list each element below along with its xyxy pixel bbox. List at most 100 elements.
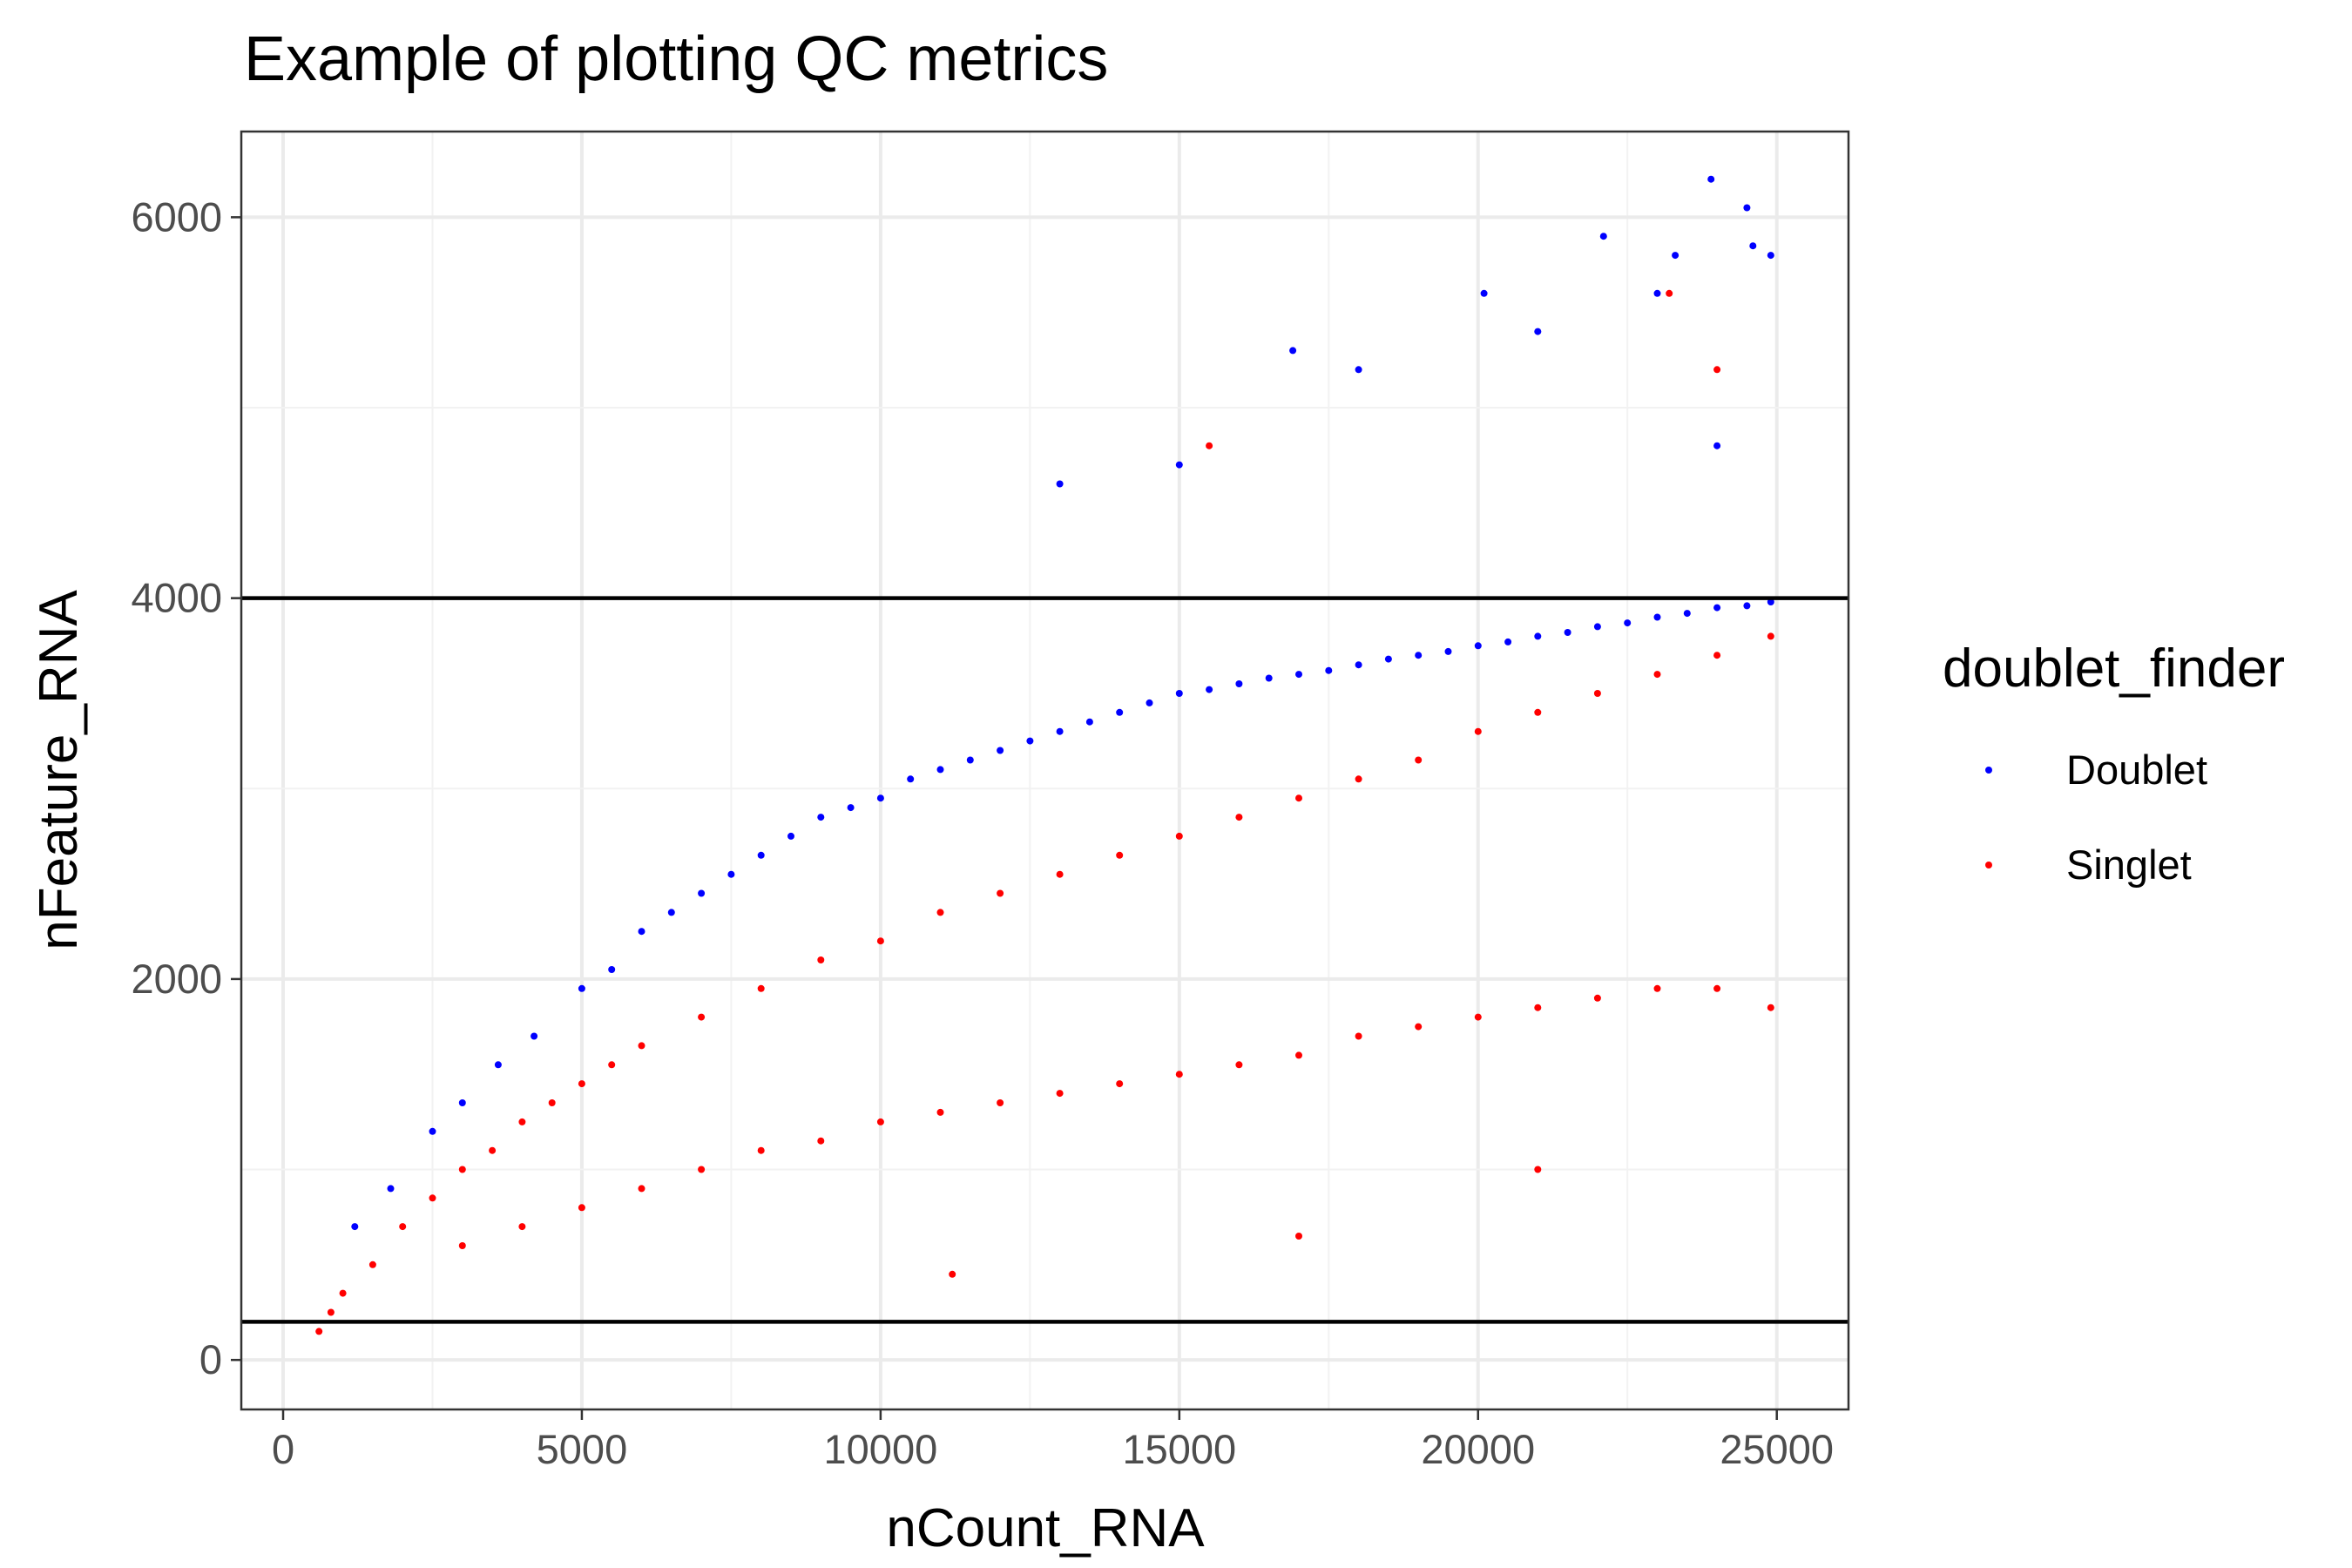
point-doublet <box>1265 674 1273 682</box>
point-doublet <box>876 794 884 802</box>
point-doublet <box>1175 461 1183 469</box>
point-singlet <box>876 1118 884 1125</box>
point-singlet <box>1474 727 1482 735</box>
point-singlet <box>315 1328 323 1335</box>
point-singlet <box>1474 1013 1482 1021</box>
x-axis-ticks: 0 5000 10000 15000 20000 25000 <box>272 1409 1834 1472</box>
point-doublet <box>1056 480 1064 488</box>
point-doublet <box>1295 671 1302 679</box>
point-doublet <box>1707 175 1715 183</box>
point-doublet <box>1474 642 1482 650</box>
point-doublet <box>1175 690 1183 697</box>
point-doublet <box>1653 289 1661 297</box>
point-singlet <box>1295 794 1302 802</box>
point-singlet <box>1713 366 1721 374</box>
point-doublet <box>1056 727 1064 735</box>
point-singlet <box>1415 1023 1423 1031</box>
point-doublet <box>1683 610 1691 618</box>
point-singlet <box>1355 775 1362 783</box>
point-singlet <box>936 909 944 916</box>
point-singlet <box>1534 1004 1542 1011</box>
point-singlet <box>458 1166 466 1173</box>
point-singlet <box>817 1137 825 1145</box>
point-singlet <box>1713 652 1721 659</box>
x-tick-label: 0 <box>272 1426 294 1472</box>
point-singlet <box>936 1108 944 1116</box>
point-doublet <box>1653 613 1661 621</box>
point-doublet <box>638 928 645 936</box>
point-singlet <box>698 1166 706 1173</box>
point-doublet <box>458 1099 466 1106</box>
y-tick-label: 4000 <box>131 575 222 621</box>
data-points <box>315 175 1774 1335</box>
x-tick-label: 5000 <box>537 1426 628 1472</box>
point-singlet <box>1666 289 1673 297</box>
point-singlet <box>518 1223 526 1231</box>
point-doublet <box>817 814 825 821</box>
point-singlet <box>1355 1032 1362 1040</box>
point-doublet <box>757 851 765 859</box>
legend-title: doublet_finder <box>1943 639 2285 699</box>
point-doublet <box>1480 289 1488 297</box>
point-singlet <box>1767 1004 1774 1011</box>
point-doublet <box>1593 623 1601 631</box>
point-singlet <box>1206 442 1213 449</box>
point-singlet <box>997 1099 1004 1106</box>
point-singlet <box>817 956 825 963</box>
point-doublet <box>1672 252 1680 260</box>
point-doublet <box>1206 686 1213 693</box>
point-doublet <box>351 1223 359 1231</box>
y-axis-title: nFeature_RNA <box>29 590 89 950</box>
point-singlet <box>368 1260 376 1268</box>
point-singlet <box>1593 690 1601 697</box>
point-doublet <box>1146 699 1153 706</box>
point-doublet <box>578 984 585 992</box>
point-doublet <box>847 804 855 812</box>
legend: doublet_finder Doublet Singlet <box>1943 639 2285 888</box>
point-doublet <box>1743 602 1751 610</box>
x-tick-label: 10000 <box>824 1426 938 1472</box>
point-singlet <box>638 1042 645 1050</box>
point-singlet <box>1235 1061 1243 1069</box>
point-singlet <box>518 1118 526 1125</box>
point-doublet <box>698 889 706 897</box>
point-doublet <box>494 1061 502 1069</box>
legend-label-doublet: Doublet <box>2066 747 2207 793</box>
x-tick-label: 25000 <box>1720 1426 1834 1472</box>
point-doublet <box>387 1185 395 1193</box>
point-doublet <box>1767 252 1774 260</box>
point-singlet <box>1116 1080 1124 1088</box>
point-singlet <box>608 1061 616 1069</box>
point-doublet <box>1026 737 1034 745</box>
point-singlet <box>399 1223 407 1231</box>
point-doublet <box>429 1127 436 1135</box>
point-doublet <box>1564 629 1571 636</box>
point-doublet <box>1355 661 1362 669</box>
point-doublet <box>1767 598 1774 605</box>
point-singlet <box>757 1146 765 1154</box>
y-tick-label: 0 <box>199 1336 222 1382</box>
point-doublet <box>1713 442 1721 449</box>
legend-label-singlet: Singlet <box>2066 841 2192 888</box>
point-doublet <box>1355 366 1362 374</box>
point-doublet <box>1235 680 1243 687</box>
point-doublet <box>1415 652 1423 659</box>
point-singlet <box>1713 984 1721 992</box>
point-singlet <box>949 1270 956 1278</box>
x-axis-title: nCount_RNA <box>886 1498 1205 1558</box>
point-singlet <box>757 984 765 992</box>
point-doublet <box>1289 347 1297 355</box>
point-doublet <box>1749 242 1757 250</box>
point-singlet <box>458 1242 466 1249</box>
legend-marker-doublet <box>1985 767 1992 774</box>
point-doublet <box>1743 204 1751 212</box>
chart-title: Example of plotting QC metrics <box>244 24 1108 94</box>
point-singlet <box>1534 1166 1542 1173</box>
point-singlet <box>548 1099 556 1106</box>
point-singlet <box>1116 851 1124 859</box>
point-singlet <box>638 1185 645 1193</box>
point-doublet <box>1384 655 1392 663</box>
point-singlet <box>1295 1233 1302 1240</box>
point-doublet <box>1624 619 1632 627</box>
